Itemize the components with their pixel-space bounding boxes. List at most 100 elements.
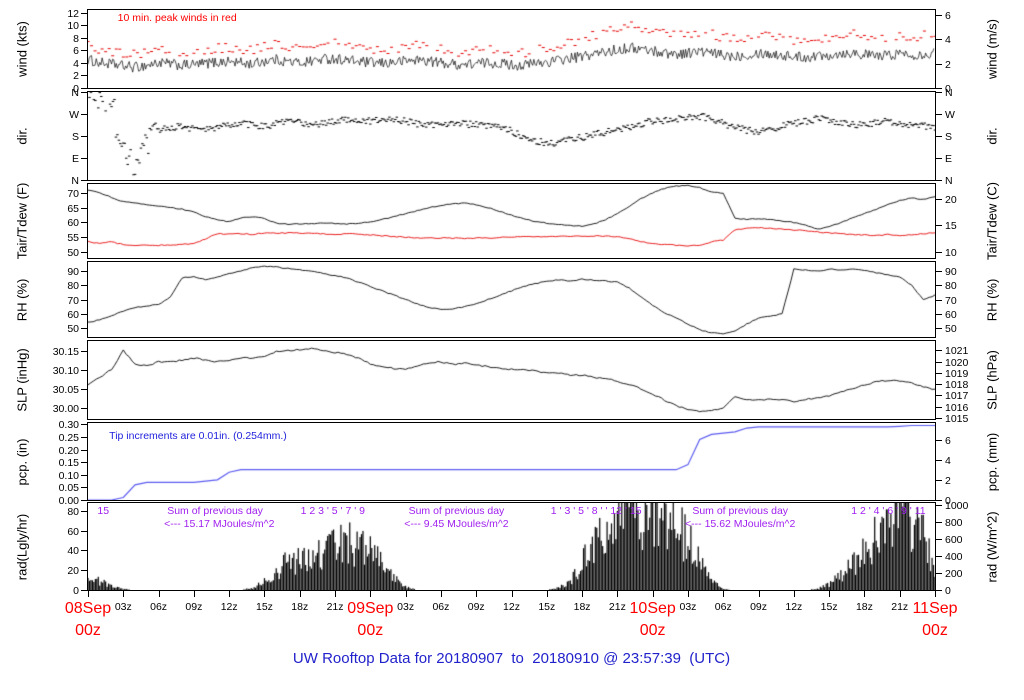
pcp-ytick-label: 0.25: [58, 431, 79, 444]
xaxis-tick-label: 03z: [679, 601, 697, 613]
dir-ytick: [81, 136, 87, 137]
xaxis-tick-label: 21z: [891, 601, 909, 613]
slp-ytick-label: 1020: [945, 356, 969, 369]
dir-ytick-label: N: [71, 87, 79, 99]
xaxis-tick: [617, 591, 619, 597]
rad-ytick-label: 600: [945, 533, 963, 546]
temp-ytick: [81, 222, 87, 224]
dir-ytick-label: N: [945, 175, 953, 187]
rad-ytick-label: 80: [67, 505, 79, 518]
wind-ylabel-left: wind (kts): [14, 21, 30, 77]
xaxis-tick-label: 18z: [291, 601, 309, 613]
rh-ytick-label: 90: [945, 265, 957, 278]
rad-ytick: [936, 590, 942, 591]
pcp-ytick-label: 0.15: [58, 457, 79, 470]
dir-ytick: [936, 136, 942, 137]
rh-ytick: [936, 313, 942, 315]
dir-ytick-label: N: [945, 87, 953, 99]
slp-ytick: [936, 350, 942, 352]
dir-ytick-label: W: [69, 109, 79, 121]
rh-ytick: [81, 313, 87, 315]
rad-annotation: Sum of previous day: [408, 505, 505, 517]
rad-annotation: <--- 9.45 MJoules/m^2: [404, 518, 509, 530]
panel-slp: [87, 340, 936, 420]
dir-ytick: [936, 158, 942, 159]
rad-ytick: [936, 538, 942, 540]
wind-ytick: [81, 50, 87, 52]
dir-ytick-label: S: [945, 131, 953, 143]
slp-ytick: [81, 350, 87, 352]
xaxis-tick: [935, 591, 936, 597]
temp-ytick: [936, 252, 942, 254]
pcp-annotation: Tip increments are 0.01in. (0.254mm.): [109, 430, 287, 442]
wind-ytick-label: 12: [67, 7, 79, 20]
temp-ytick-label: 15: [945, 220, 957, 233]
pcp-ytick-label: 0.10: [58, 469, 79, 482]
wind-ytick: [936, 88, 942, 89]
slp-ytick: [81, 407, 87, 409]
wind-ytick-label: 2: [73, 70, 79, 83]
dir-ytick: [81, 158, 87, 159]
xaxis-tick: [440, 591, 442, 597]
rh-ytick-label: 80: [945, 280, 957, 293]
temp-ytick: [936, 225, 942, 227]
xaxis-tick: [758, 591, 760, 597]
wind-ytick-label: 2: [945, 58, 951, 71]
dir-trace-canvas: [88, 92, 935, 180]
xaxis-tick: [793, 591, 795, 597]
slp-ytick-label: 30.00: [52, 402, 79, 415]
xaxis-tick: [405, 591, 407, 597]
wind-ytick: [81, 25, 87, 27]
wind-ytick-label: 10: [67, 20, 79, 33]
rad-ytick-label: 200: [945, 567, 963, 580]
pcp-ytick: [936, 460, 942, 462]
rad-ytick: [81, 590, 87, 591]
rh-ytick: [81, 285, 87, 287]
xaxis-tick: [158, 591, 160, 597]
slp-ytick-label: 30.05: [52, 383, 79, 396]
rad-trace-canvas: [88, 503, 935, 590]
rh-ylabel-left: RH (%): [14, 278, 30, 321]
slp-ytick-label: 1019: [945, 367, 969, 380]
rad-annotation: 1 2 ' 4 ' 6 ' 9 ' 11: [851, 505, 926, 517]
pcp-ytick-label: 2: [945, 475, 951, 488]
pcp-ytick-label: 6: [945, 435, 951, 448]
xaxis-tick-label: 06z: [150, 601, 168, 613]
rad-ylabel-left: rad(Lgly/hr): [14, 513, 30, 580]
slp-ytick: [936, 372, 942, 374]
slp-ytick-label: 30.15: [52, 345, 79, 358]
pcp-ytick: [81, 487, 87, 489]
xaxis-tick: [687, 591, 689, 597]
xaxis-tick: [899, 591, 901, 597]
rh-ytick-label: 50: [945, 323, 957, 336]
xaxis-tick: [723, 591, 725, 597]
dir-ytick: [81, 180, 87, 181]
rh-ytick: [81, 328, 87, 330]
pcp-trace-canvas: [88, 423, 935, 500]
rh-ytick-label: 60: [945, 308, 957, 321]
temp-trace-canvas: [88, 184, 935, 258]
rad-ytick-label: 1000: [945, 499, 969, 512]
pcp-ytick: [81, 449, 87, 451]
wind-ytick: [81, 88, 87, 89]
wind-ytick: [81, 75, 87, 77]
temp-ytick: [81, 192, 87, 194]
temp-ytick: [81, 237, 87, 239]
rad-ytick-label: 20: [67, 565, 79, 578]
xaxis-tick: [88, 591, 89, 597]
pcp-ytick-label: 0.00: [58, 495, 79, 507]
slp-ytick: [936, 361, 942, 363]
rh-ytick-label: 70: [67, 294, 79, 307]
xaxis-tick-label: 09z: [185, 601, 203, 613]
xaxis-tick-label: 18z: [855, 601, 873, 613]
panel-wind: 10 min. peak winds in red: [87, 9, 936, 89]
xaxis-tick-label: 06z: [714, 601, 732, 613]
pcp-ytick: [936, 480, 942, 482]
rad-ytick-label: 40: [67, 545, 79, 558]
xaxis-tick: [264, 591, 266, 597]
xaxis-tick-label: 12z: [220, 601, 238, 613]
dir-ytick: [936, 180, 942, 181]
wind-ytick-label: 8: [73, 32, 79, 45]
rad-ytick: [936, 504, 942, 506]
